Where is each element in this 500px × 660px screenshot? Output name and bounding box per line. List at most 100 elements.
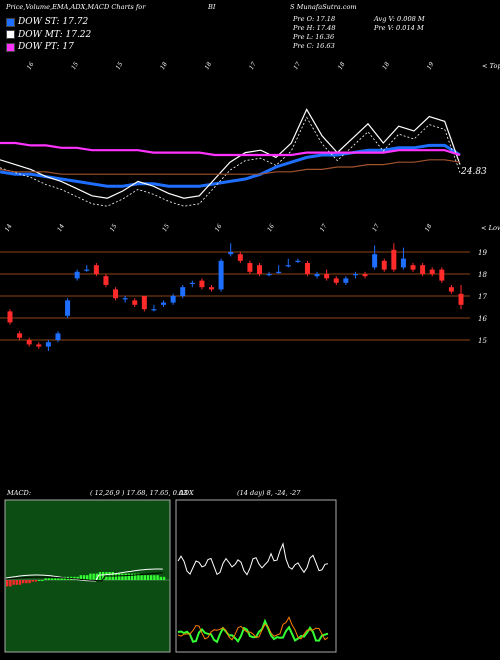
- macd-histogram-bar: [159, 576, 162, 580]
- macd-histogram-bar: [15, 580, 18, 585]
- adx-line: [177, 542, 329, 576]
- candle-body: [448, 287, 454, 292]
- tops-tick-label: 19: [426, 61, 436, 71]
- candle-body: [65, 300, 71, 316]
- macd-histogram-bar: [98, 572, 102, 580]
- adx-background: [175, 499, 337, 653]
- ema-series-line: [0, 141, 461, 157]
- macd-histogram-bar: [162, 576, 166, 580]
- candle-body: [209, 287, 215, 290]
- candle-body: [26, 340, 32, 345]
- candle-panel: 19 18 17 16 15: [0, 243, 487, 351]
- chart-title-text: Price,Volume,EMA,ADX,MACD Charts for: [6, 3, 146, 11]
- macd-histogram-bar: [150, 575, 153, 580]
- legend: DOW ST: 17.72 DOW MT: 17.22 DOW PT: 17: [6, 16, 91, 54]
- candle-body: [170, 296, 176, 303]
- tops-tick-label: 17: [292, 61, 302, 71]
- candle-body: [17, 333, 23, 338]
- candle-body: [228, 252, 234, 255]
- legend-swatch-pt: [6, 42, 15, 52]
- lows-tick-label: 15: [161, 223, 171, 233]
- macd-histogram-bar: [47, 578, 50, 580]
- candle-body: [93, 265, 99, 274]
- legend-label-st: DOW ST: 17.72: [18, 17, 89, 27]
- candle-body: [352, 274, 358, 276]
- legend-item-dow-mt: DOW MT: 17.22: [6, 29, 91, 42]
- last-price-label: 24.83: [461, 167, 487, 177]
- lows-tick-label: 18: [424, 223, 434, 233]
- candle-body: [74, 271, 80, 279]
- candle-body: [372, 254, 378, 268]
- candle-body: [218, 260, 224, 290]
- adx-minus-di-line: [177, 616, 329, 641]
- candle-body: [84, 269, 90, 271]
- candle-body: [276, 271, 282, 273]
- tops-tick-label: 15: [70, 61, 80, 71]
- price-tick-label: 15: [478, 337, 487, 345]
- macd-histogram-bar: [134, 573, 137, 580]
- candle-body: [420, 265, 426, 274]
- symbol-b: S MunafaSutra.com: [290, 3, 357, 11]
- macd-histogram-bar: [28, 580, 31, 584]
- stat-close: Pre C: 16.63: [293, 42, 335, 50]
- candle-body: [333, 278, 339, 283]
- lows-tick-label: 16: [214, 223, 224, 233]
- candle-body: [113, 289, 119, 299]
- macd-title: MACD:: [7, 489, 32, 497]
- lows-tick-label: 17: [371, 223, 381, 233]
- candle-body: [161, 302, 167, 305]
- candle-body: [439, 269, 445, 281]
- macd-histogram-bar: [137, 573, 140, 580]
- legend-label-mt: DOW MT: 17.22: [18, 29, 92, 40]
- legend-swatch-mt: [6, 30, 15, 40]
- macd-histogram-bar: [124, 573, 127, 580]
- macd-histogram-bar: [44, 578, 47, 580]
- candle-body: [247, 263, 253, 272]
- candle-body: [7, 311, 13, 323]
- price-tick-label: 16: [478, 315, 487, 323]
- macd-histogram-bar: [38, 580, 41, 581]
- adx-panel: [175, 499, 337, 653]
- candle-body: [362, 274, 368, 277]
- price-tick-label: 18: [478, 271, 487, 279]
- candle-body: [132, 300, 138, 305]
- lows-label: < Lows: [481, 224, 500, 232]
- candle-body: [266, 274, 272, 276]
- candle-body: [55, 333, 61, 340]
- macd-histogram-bar: [76, 576, 79, 580]
- macd-title-text: MACD: [7, 489, 29, 497]
- macd-histogram-bar: [60, 578, 63, 580]
- macd-histogram-bar: [92, 573, 95, 580]
- macd-histogram-bar: [153, 575, 156, 580]
- candle-body: [199, 280, 205, 288]
- macd-histogram-bar: [54, 578, 57, 580]
- macd-histogram-bar: [89, 573, 92, 580]
- macd-histogram-bar: [31, 580, 34, 582]
- ema-series-line: [0, 143, 461, 188]
- candle-body: [304, 263, 310, 274]
- candle-body: [400, 258, 406, 268]
- macd-histogram-bar: [50, 578, 54, 580]
- lows-tick-label: 16: [266, 223, 276, 233]
- candle-body: [103, 276, 109, 285]
- candle-body: [429, 269, 435, 274]
- legend-label-pt: DOW PT: 17: [18, 42, 74, 52]
- macd-histogram-bar: [41, 580, 44, 581]
- candle-body: [45, 342, 51, 347]
- candle-body: [391, 249, 397, 270]
- macd-histogram-bar: [18, 580, 22, 585]
- tops-tick-label: 15: [115, 61, 125, 71]
- stat-avg-volume: Avg V: 0.008 M: [374, 15, 425, 23]
- ema-series-line: [0, 159, 461, 175]
- macd-histogram-bar: [130, 573, 134, 580]
- lows-tick-label: 15: [109, 223, 119, 233]
- macd-histogram-bar: [121, 573, 124, 580]
- macd-line: [5, 568, 163, 582]
- candle-body: [381, 260, 387, 270]
- macd-histogram-bar: [57, 578, 60, 580]
- macd-params: ( 12,26,9 ) 17.68, 17.65, 0.03: [90, 489, 188, 497]
- ema-series-dotted: [0, 116, 461, 207]
- macd-panel: [4, 499, 171, 653]
- macd-histogram-bar: [6, 580, 9, 587]
